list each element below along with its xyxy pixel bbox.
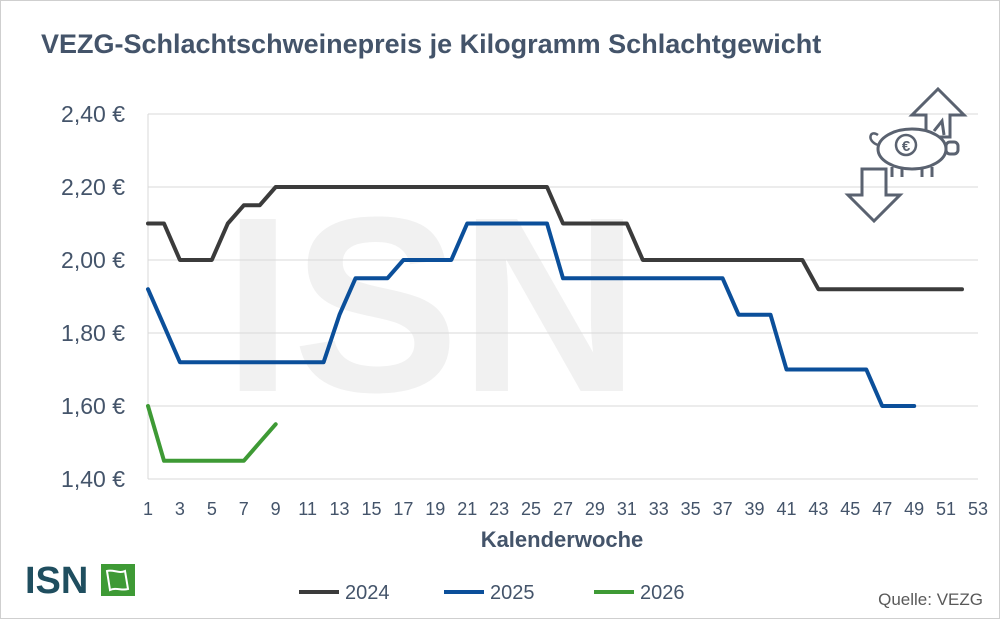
pig-euro-price-up-down-icon: € (844, 86, 968, 224)
x-tick-label: 21 (457, 499, 477, 519)
x-tick-label: 17 (393, 499, 413, 519)
x-tick-label: 11 (298, 499, 317, 519)
x-tick-label: 27 (553, 499, 573, 519)
x-tick-label: 15 (361, 499, 381, 519)
series-lines (146, 185, 964, 463)
x-tick-label: 49 (904, 499, 924, 519)
x-tick-label: 23 (489, 499, 509, 519)
x-tick-label: 13 (330, 499, 350, 519)
x-tick-label: 31 (617, 499, 637, 519)
gridlines (147, 113, 978, 480)
chart-title: VEZG-Schlachtschweinepreis je Kilogramm … (41, 29, 822, 59)
x-tick-label: 25 (521, 499, 541, 519)
legend: 2024 2025 2026 (299, 582, 685, 604)
y-tick-label: 2,20 € (61, 174, 125, 200)
x-tick-label: 29 (585, 499, 605, 519)
series-line-2026 (146, 404, 278, 463)
y-tick-label: 1,40 € (61, 466, 125, 492)
y-tick-label: 1,60 € (61, 393, 125, 419)
y-tick-label: 2,00 € (61, 247, 125, 273)
x-tick-label: 1 (143, 499, 153, 519)
x-tick-label: 19 (425, 499, 445, 519)
x-tick-label: 3 (175, 499, 185, 519)
x-tick-label: 33 (649, 499, 669, 519)
legend-label-2026: 2026 (640, 582, 685, 604)
x-tick-label: 47 (872, 499, 892, 519)
y-tick-label: 2,40 € (61, 101, 125, 127)
logo-text: ISN (25, 560, 88, 602)
y-axis-ticks: 1,40 € 1,60 € 1,80 € 2,00 € 2,20 € 2,40 € (61, 101, 125, 492)
x-axis-title: Kalenderwoche (481, 527, 644, 552)
logo-green-box (101, 564, 135, 596)
series-line-2025 (146, 221, 917, 408)
x-tick-label: 9 (271, 499, 281, 519)
watermark-text: ISN (223, 165, 640, 444)
x-tick-label: 45 (840, 499, 860, 519)
watermark: ISN (223, 165, 640, 444)
series-line-2024 (146, 185, 964, 292)
legend-label-2025: 2025 (490, 582, 535, 604)
x-tick-label: 43 (808, 499, 828, 519)
x-tick-label: 41 (776, 499, 796, 519)
x-tick-label: 7 (239, 499, 249, 519)
x-tick-label: 37 (713, 499, 733, 519)
x-tick-label: 35 (681, 499, 701, 519)
x-tick-label: 51 (936, 499, 956, 519)
x-tick-label: 39 (745, 499, 765, 519)
y-tick-label: 1,80 € (61, 320, 125, 346)
source-note: Quelle: VEZG (878, 590, 983, 609)
x-axis-ticks: 1 3 5 7 9 11 13 15 17 19 21 23 25 27 29 31 33 35 37 39 41 43 4… (143, 499, 988, 519)
svg-text:€: € (902, 138, 911, 155)
x-tick-label: 5 (207, 499, 217, 519)
isn-logo: ISN (25, 560, 135, 602)
x-tick-label: 53 (968, 499, 988, 519)
legend-label-2024: 2024 (345, 582, 390, 604)
